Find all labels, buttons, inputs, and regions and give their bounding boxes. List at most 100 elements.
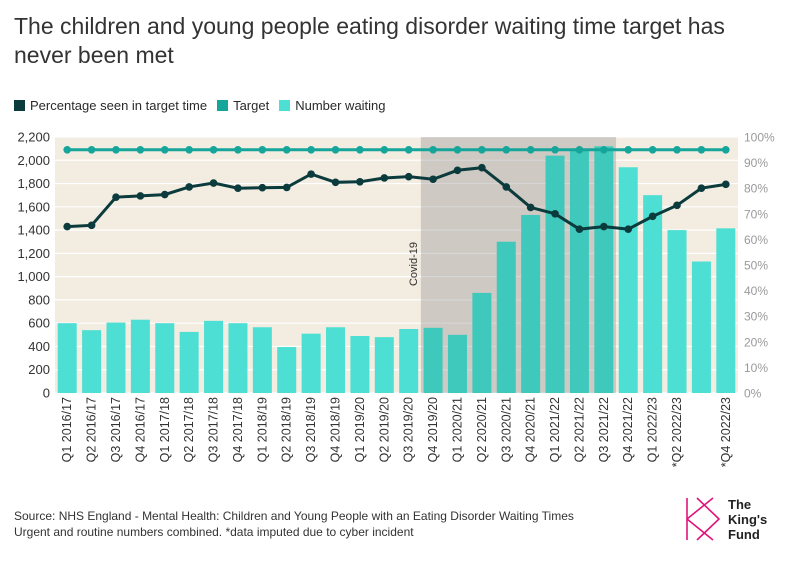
bar-number-waiting [326, 327, 346, 393]
point-percentage [380, 174, 389, 182]
point-percentage [209, 179, 218, 187]
bar-number-waiting [423, 327, 443, 393]
point-target [575, 146, 584, 154]
point-target [307, 146, 315, 154]
point-percentage [307, 170, 315, 178]
y-left-tick-label: 1,800 [17, 176, 50, 191]
point-target [112, 146, 120, 154]
kings-fund-logo-text: The King's Fund [728, 497, 767, 542]
bar-number-waiting [155, 323, 175, 393]
x-tick-label: Q2 2019/20 [377, 397, 391, 462]
bar-number-waiting [594, 146, 614, 393]
point-percentage [722, 180, 730, 189]
x-tick-label: Q2 2018/19 [280, 397, 294, 462]
point-target [160, 146, 169, 154]
source-line: Source: NHS England - Mental Health: Chi… [14, 509, 574, 523]
bar-number-waiting [545, 155, 565, 393]
point-percentage [551, 210, 559, 218]
bar-number-waiting [277, 347, 297, 393]
bar-number-waiting [57, 323, 77, 393]
point-percentage [429, 175, 437, 184]
y-left-tick-label: 1,200 [17, 246, 50, 261]
point-percentage [258, 183, 267, 192]
y-right-tick-label: 20% [744, 335, 768, 349]
point-target [673, 146, 681, 154]
y-right-tick-label: 50% [744, 259, 768, 273]
x-tick-label: Q3 2020/21 [499, 397, 513, 462]
legend-item-waiting: Number waiting [279, 98, 386, 113]
note-line: Urgent and routine numbers combined. *da… [14, 525, 414, 539]
point-percentage [63, 222, 71, 231]
bar-number-waiting [130, 319, 150, 393]
point-target [87, 146, 96, 154]
x-tick-label: *Q2 2022/23 [670, 397, 684, 467]
legend-label-percentage: Percentage seen in target time [30, 98, 208, 113]
bar-number-waiting [82, 330, 102, 393]
legend-item-percentage: Percentage seen in target time [14, 98, 207, 113]
point-percentage [453, 166, 462, 175]
kings-fund-logo-icon [686, 497, 721, 541]
y-left-tick-label: 600 [28, 316, 50, 331]
legend-label-waiting: Number waiting [295, 98, 386, 113]
point-target [63, 146, 71, 154]
bar-number-waiting [228, 323, 248, 393]
bar-number-waiting [667, 230, 687, 393]
bar-number-waiting [643, 195, 663, 393]
bar-number-waiting [204, 320, 224, 393]
chart-title: The children and young people eating dis… [14, 13, 725, 68]
y-right-tick-label: 80% [744, 182, 768, 196]
point-target [404, 146, 413, 154]
bar-number-waiting [691, 261, 711, 393]
bar-number-waiting [569, 148, 589, 393]
bar-number-waiting [106, 322, 126, 393]
x-tick-label: Q4 2020/21 [524, 397, 538, 462]
point-percentage [624, 225, 633, 233]
x-tick-label: Q2 2017/18 [182, 397, 196, 462]
x-tick-label: Q4 2018/19 [329, 397, 343, 462]
legend-item-target: Target [217, 98, 269, 113]
bar-number-waiting [496, 241, 516, 393]
y-right-tick-label: 30% [744, 310, 768, 324]
bar-number-waiting [521, 214, 541, 393]
x-tick-label: Q3 2021/22 [597, 397, 611, 462]
point-target [136, 146, 145, 154]
logo-line: The [728, 497, 752, 512]
x-tick-label: Q3 2017/18 [207, 397, 221, 462]
point-percentage [600, 222, 608, 231]
y-right-tick-label: 60% [744, 233, 768, 247]
point-target [429, 146, 437, 154]
x-tick-label: Q1 2017/18 [158, 397, 172, 462]
x-tick-label: Q2 2020/21 [475, 397, 489, 462]
point-target [234, 146, 242, 154]
y-right-tick-label: 40% [744, 284, 768, 298]
x-tick-label: Q1 2021/22 [548, 397, 562, 462]
legend: Percentage seen in target time Target Nu… [14, 98, 396, 113]
bar-number-waiting [301, 333, 321, 393]
line-percentage [67, 166, 727, 231]
x-tick-label: Q3 2019/20 [402, 397, 416, 462]
point-target [648, 146, 657, 154]
bar-number-waiting [447, 334, 467, 393]
point-target [624, 146, 633, 154]
y-left-tick-label: 0 [43, 386, 50, 401]
bar-number-waiting [350, 335, 370, 393]
bar-number-waiting [399, 329, 419, 393]
y-left-tick-label: 1,400 [17, 223, 50, 238]
x-tick-label: Q4 2017/18 [231, 397, 245, 462]
point-target [722, 146, 730, 154]
y-left-tick-label: 400 [28, 339, 50, 354]
point-percentage [404, 172, 413, 181]
y-right-tick-label: 0% [744, 387, 762, 401]
y-left-tick-label: 800 [28, 292, 50, 307]
point-target [331, 146, 340, 154]
x-tick-label: Q3 2018/19 [304, 397, 318, 462]
x-tick-label: Q4 2021/22 [621, 397, 635, 462]
point-percentage [356, 178, 364, 186]
x-tick-label: *Q4 2022/23 [719, 397, 733, 467]
point-target [258, 146, 267, 154]
point-percentage [526, 203, 535, 212]
point-target [526, 146, 535, 154]
y-right-tick-label: 90% [744, 156, 768, 170]
x-tick-label: Q1 2022/23 [646, 397, 660, 462]
point-target [551, 146, 559, 154]
